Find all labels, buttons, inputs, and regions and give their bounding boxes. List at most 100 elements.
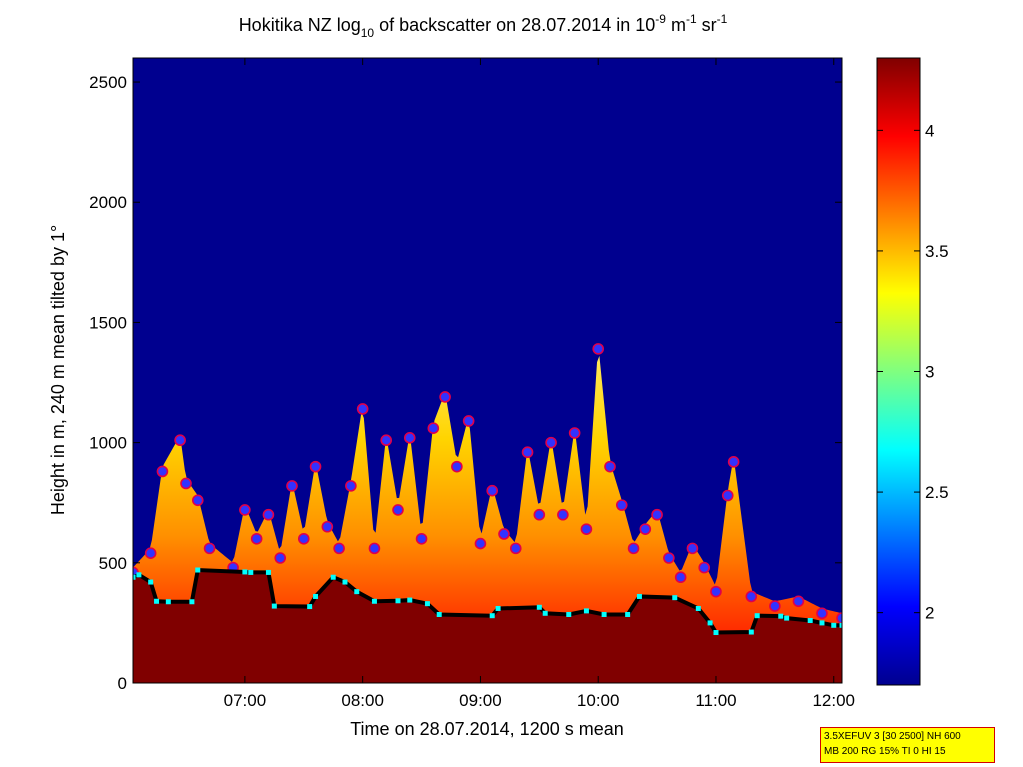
colorbar-tick-label: 2.5 [925, 483, 949, 502]
cloud-base-point [583, 608, 589, 614]
cloud-base-point [784, 615, 790, 621]
x-tick-label: 09:00 [459, 691, 502, 710]
x-axis: 07:00 08:00 09:00 10:00 11:00 12:00 [224, 58, 855, 710]
boundary-layer-point [498, 528, 510, 540]
cloud-base-point [707, 620, 713, 626]
boundary-layer-point [521, 446, 534, 459]
cloud-base-point [154, 598, 160, 604]
boundary-layer-point [698, 561, 711, 574]
boundary-layer-point [309, 460, 322, 473]
cloud-base-point [819, 620, 825, 626]
boundary-layer-point [262, 508, 275, 521]
cloud-base-point [407, 597, 413, 603]
boundary-layer-point [769, 600, 781, 612]
boundary-layer-point [474, 537, 487, 550]
boundary-layer-point [144, 547, 157, 559]
colorbar-gradient [876, 57, 921, 686]
cloud-base-point [489, 613, 495, 619]
boundary-layer-point [792, 595, 805, 608]
boundary-layer-point [286, 480, 298, 492]
colorbar-ticks: 2 2.5 3 3.5 4 [877, 121, 949, 623]
boundary-layer-point [686, 542, 699, 555]
boundary-layer-point [439, 391, 451, 403]
cloud-base-point [778, 613, 784, 619]
colorbar-tick-label: 3 [925, 363, 934, 382]
cloud-base-point [395, 598, 401, 604]
aerosol-layer [133, 355, 842, 633]
cloud-base-point [672, 595, 678, 601]
boundary-layer-point [592, 343, 605, 355]
boundary-layer-point [356, 403, 369, 415]
x-tick-label: 07:00 [224, 691, 267, 710]
boundary-layer-point [486, 484, 499, 497]
cloud-base-point [242, 569, 248, 575]
boundary-layer-point [380, 434, 393, 447]
boundary-layer-point [509, 542, 522, 555]
chart-title: Hokitika NZ log10 of backscatter on 28.0… [239, 12, 728, 40]
boundary-layer-point [345, 480, 357, 492]
boundary-layer-point [674, 571, 687, 584]
cloud-base-point [330, 574, 336, 580]
y-tick-label: 1000 [89, 434, 127, 453]
plot-area: 07:00 08:00 09:00 10:00 11:00 12:00 0 500 1000 1… [89, 57, 855, 710]
cloud-base-point [354, 589, 360, 595]
boundary-layer-point [533, 508, 546, 521]
cloud-base-line [133, 567, 842, 635]
cloud-base-point [195, 567, 201, 573]
boundary-layer-point [651, 508, 663, 521]
boundary-layer-point [321, 520, 334, 533]
y-tick-label: 500 [99, 554, 127, 573]
cloud-base-point [148, 579, 154, 585]
cloud-base-point [831, 622, 837, 628]
cloud-base-point [495, 605, 501, 611]
boundary-layer-point [174, 434, 186, 447]
boundary-layer-point [836, 612, 842, 624]
boundary-layer-point [239, 504, 251, 516]
cloud-base-point [271, 603, 277, 609]
boundary-layer-point [663, 552, 675, 564]
y-tick-label: 1500 [89, 313, 127, 332]
cloud-base-point [136, 572, 142, 578]
cloud-base-point [695, 605, 701, 611]
y-tick-label: 2000 [89, 193, 127, 212]
y-axis: 0 500 1000 1500 2000 2500 [89, 73, 842, 693]
info-box: 3.5XEFUV 3 [30 2500] NH 600 MB 200 RG 15… [820, 727, 995, 763]
cloud-base-point [625, 611, 631, 617]
y-tick-label: 0 [118, 674, 127, 693]
cloud-base-point [754, 613, 760, 619]
boundary-layer-point [615, 499, 628, 511]
cloud-base-point [371, 598, 377, 604]
boundary-layer-point [568, 427, 581, 439]
boundary-layer-point [545, 436, 557, 449]
cloud-base-series [133, 567, 842, 636]
colorbar-tick-label: 2 [925, 604, 934, 623]
boundary-layer-point [727, 456, 740, 468]
colorbar-tick-label: 3.5 [925, 242, 949, 261]
cloud-base-point [189, 599, 195, 605]
boundary-layer-point [580, 523, 593, 535]
boundary-layer-point [392, 504, 404, 516]
boundary-layer-point [180, 477, 192, 490]
boundary-layer-point [403, 432, 416, 444]
cloud-base-point [424, 601, 430, 607]
cloud-base-point [839, 622, 842, 628]
y-tick-label: 2500 [89, 73, 127, 92]
boundary-layer-point [710, 585, 722, 598]
colorbar: 2 2.5 3 3.5 4 [876, 57, 949, 686]
info-line-2: MB 200 RG 15% TI 0 HI 15 [824, 746, 946, 757]
cloud-base-point [748, 629, 754, 635]
cloud-base-point [807, 618, 813, 623]
cloud-base-point [165, 599, 171, 605]
cloud-base-point [536, 604, 542, 610]
boundary-layer-point [427, 422, 440, 434]
cloud-base-point [248, 569, 254, 575]
cloud-base-point [713, 630, 719, 636]
boundary-layer-point [816, 607, 828, 620]
x-tick-label: 10:00 [577, 691, 620, 710]
cloud-base-point [566, 611, 572, 617]
boundary-layer-point [627, 542, 640, 555]
cloud-base-point [601, 611, 607, 617]
boundary-layer-point [203, 542, 216, 555]
boundary-layer-markers [133, 343, 842, 624]
